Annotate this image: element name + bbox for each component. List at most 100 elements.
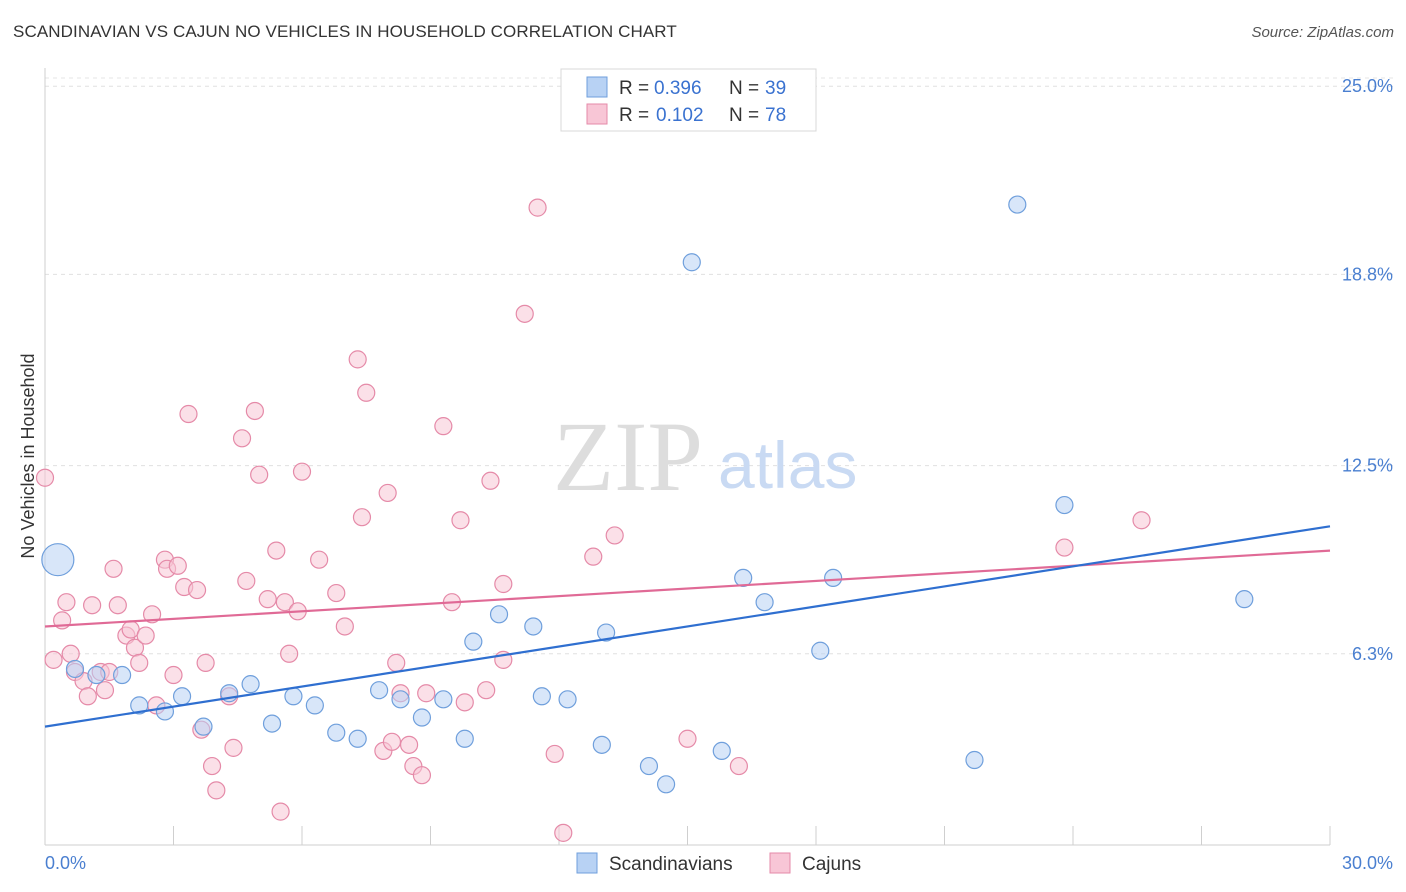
- cajun-point: [130, 653, 149, 672]
- cajun-point: [179, 404, 198, 424]
- cajun-point: [1055, 538, 1074, 557]
- cajun-point: [545, 744, 564, 764]
- cajun-point: [267, 541, 286, 560]
- x-axis-ticks: [44, 826, 1331, 845]
- scandinavian-point: [524, 617, 543, 636]
- cajun-point: [44, 650, 63, 669]
- scandinavian-point: [558, 690, 577, 709]
- cajun-point: [477, 681, 496, 700]
- scandinavian-point: [734, 568, 753, 588]
- legend-n-label-2: N =: [729, 105, 759, 126]
- cajun-point: [335, 617, 354, 636]
- scandinavian-point: [592, 735, 611, 754]
- scandinavian-point: [434, 690, 453, 709]
- legend-swatch-cajuns: [586, 103, 608, 125]
- scandinavian-trend-line: [44, 525, 1331, 728]
- scandinavian-point: [455, 729, 474, 748]
- cajun-point: [142, 605, 162, 624]
- scandinavian-point: [464, 632, 483, 651]
- source-label: Source: ZipAtlas.com: [1251, 24, 1394, 41]
- legend-r-label-1: R =: [619, 78, 649, 99]
- cajun-point: [164, 665, 183, 685]
- scandinavian-point: [305, 696, 324, 715]
- x-tick-label-max: 30.0%: [1342, 853, 1393, 873]
- scandinavian-point: [682, 253, 701, 272]
- scandinavian-point: [327, 723, 346, 742]
- cajun-point: [584, 547, 603, 566]
- cajun-point: [196, 653, 215, 672]
- scandinavian-point: [155, 702, 175, 721]
- scandinavian-point: [194, 717, 213, 736]
- scandinavian-point: [130, 696, 149, 715]
- cajun-point: [245, 401, 264, 421]
- cajun-point: [387, 653, 406, 672]
- scandinavian-point: [370, 681, 389, 700]
- cajun-point: [729, 756, 749, 776]
- cajun-point: [108, 596, 127, 615]
- cajun-point: [61, 644, 80, 663]
- cajun-point: [35, 468, 55, 487]
- cajun-point: [481, 471, 500, 490]
- scandinavian-point: [1055, 495, 1074, 515]
- cajun-point: [104, 559, 123, 578]
- scandinavian-point: [489, 605, 509, 624]
- cajun-point: [352, 508, 372, 527]
- scandinavian-point: [639, 756, 659, 776]
- trend-lines: [44, 525, 1331, 728]
- scandinavian-point: [1235, 590, 1254, 609]
- watermark: ZIP atlas: [553, 401, 857, 512]
- scandinavian-point: [824, 568, 843, 588]
- scandinavian-point: [284, 687, 303, 706]
- cajun-point: [451, 511, 470, 530]
- grid-lines: [45, 77, 1393, 655]
- scandinavian-point: [412, 708, 432, 727]
- legend-bottom-swatch-scandinavians: [576, 852, 598, 874]
- cajun-point: [237, 571, 256, 591]
- scandinavian-point: [172, 687, 192, 706]
- y-tick-label: 25.0%: [1342, 76, 1393, 96]
- cajun-point: [528, 198, 547, 217]
- cajun-point: [95, 681, 115, 700]
- cajun-point: [678, 729, 697, 748]
- legend-top: R = 0.396 N = 39 R = 0.102 N = 78: [560, 68, 817, 132]
- cajun-point: [207, 781, 226, 800]
- cajun-point: [275, 593, 294, 612]
- cajun-point: [310, 550, 329, 569]
- cajun-points: [35, 198, 1151, 842]
- scandinavian-point: [965, 750, 984, 770]
- chart-title: SCANDINAVIAN VS CAJUN NO VEHICLES IN HOU…: [13, 22, 677, 41]
- scandinavian-point: [656, 775, 676, 794]
- legend-bottom: Scandinavians Cajuns: [576, 852, 861, 875]
- cajun-point: [434, 417, 453, 436]
- cajun-point: [292, 462, 312, 481]
- cajun-point: [412, 766, 432, 785]
- cajun-point: [605, 526, 624, 545]
- cajun-point: [494, 574, 513, 594]
- x-tick-label-min: 0.0%: [45, 853, 86, 873]
- cajun-point: [378, 483, 397, 503]
- legend-n-value-1: 39: [765, 78, 786, 99]
- watermark-atlas: atlas: [718, 428, 857, 502]
- cajun-point: [280, 644, 299, 663]
- cajun-point: [357, 383, 376, 402]
- legend-r-value-1: 0.396: [654, 78, 702, 99]
- scandinavian-point: [391, 690, 410, 709]
- y-tick-label: 6.3%: [1352, 644, 1393, 664]
- cajun-point: [399, 735, 419, 754]
- cajun-point: [348, 350, 367, 369]
- cajun-point: [136, 626, 155, 645]
- legend-n-label-1: N =: [729, 78, 759, 99]
- y-tick-labels: 6.3% 12.5% 18.8% 25.0%: [1342, 76, 1393, 664]
- legend-bottom-label-scandinavians: Scandinavians: [609, 854, 733, 875]
- cajun-point: [455, 693, 474, 712]
- cajun-point: [202, 756, 222, 776]
- cajun-point: [83, 596, 102, 615]
- scandinavian-point: [1008, 195, 1027, 214]
- cajun-point: [168, 556, 187, 575]
- cajun-point: [258, 590, 277, 609]
- cajun-point: [232, 429, 252, 448]
- cajun-point: [187, 580, 207, 600]
- scandinavian-point: [755, 593, 774, 612]
- cajun-point: [515, 304, 534, 323]
